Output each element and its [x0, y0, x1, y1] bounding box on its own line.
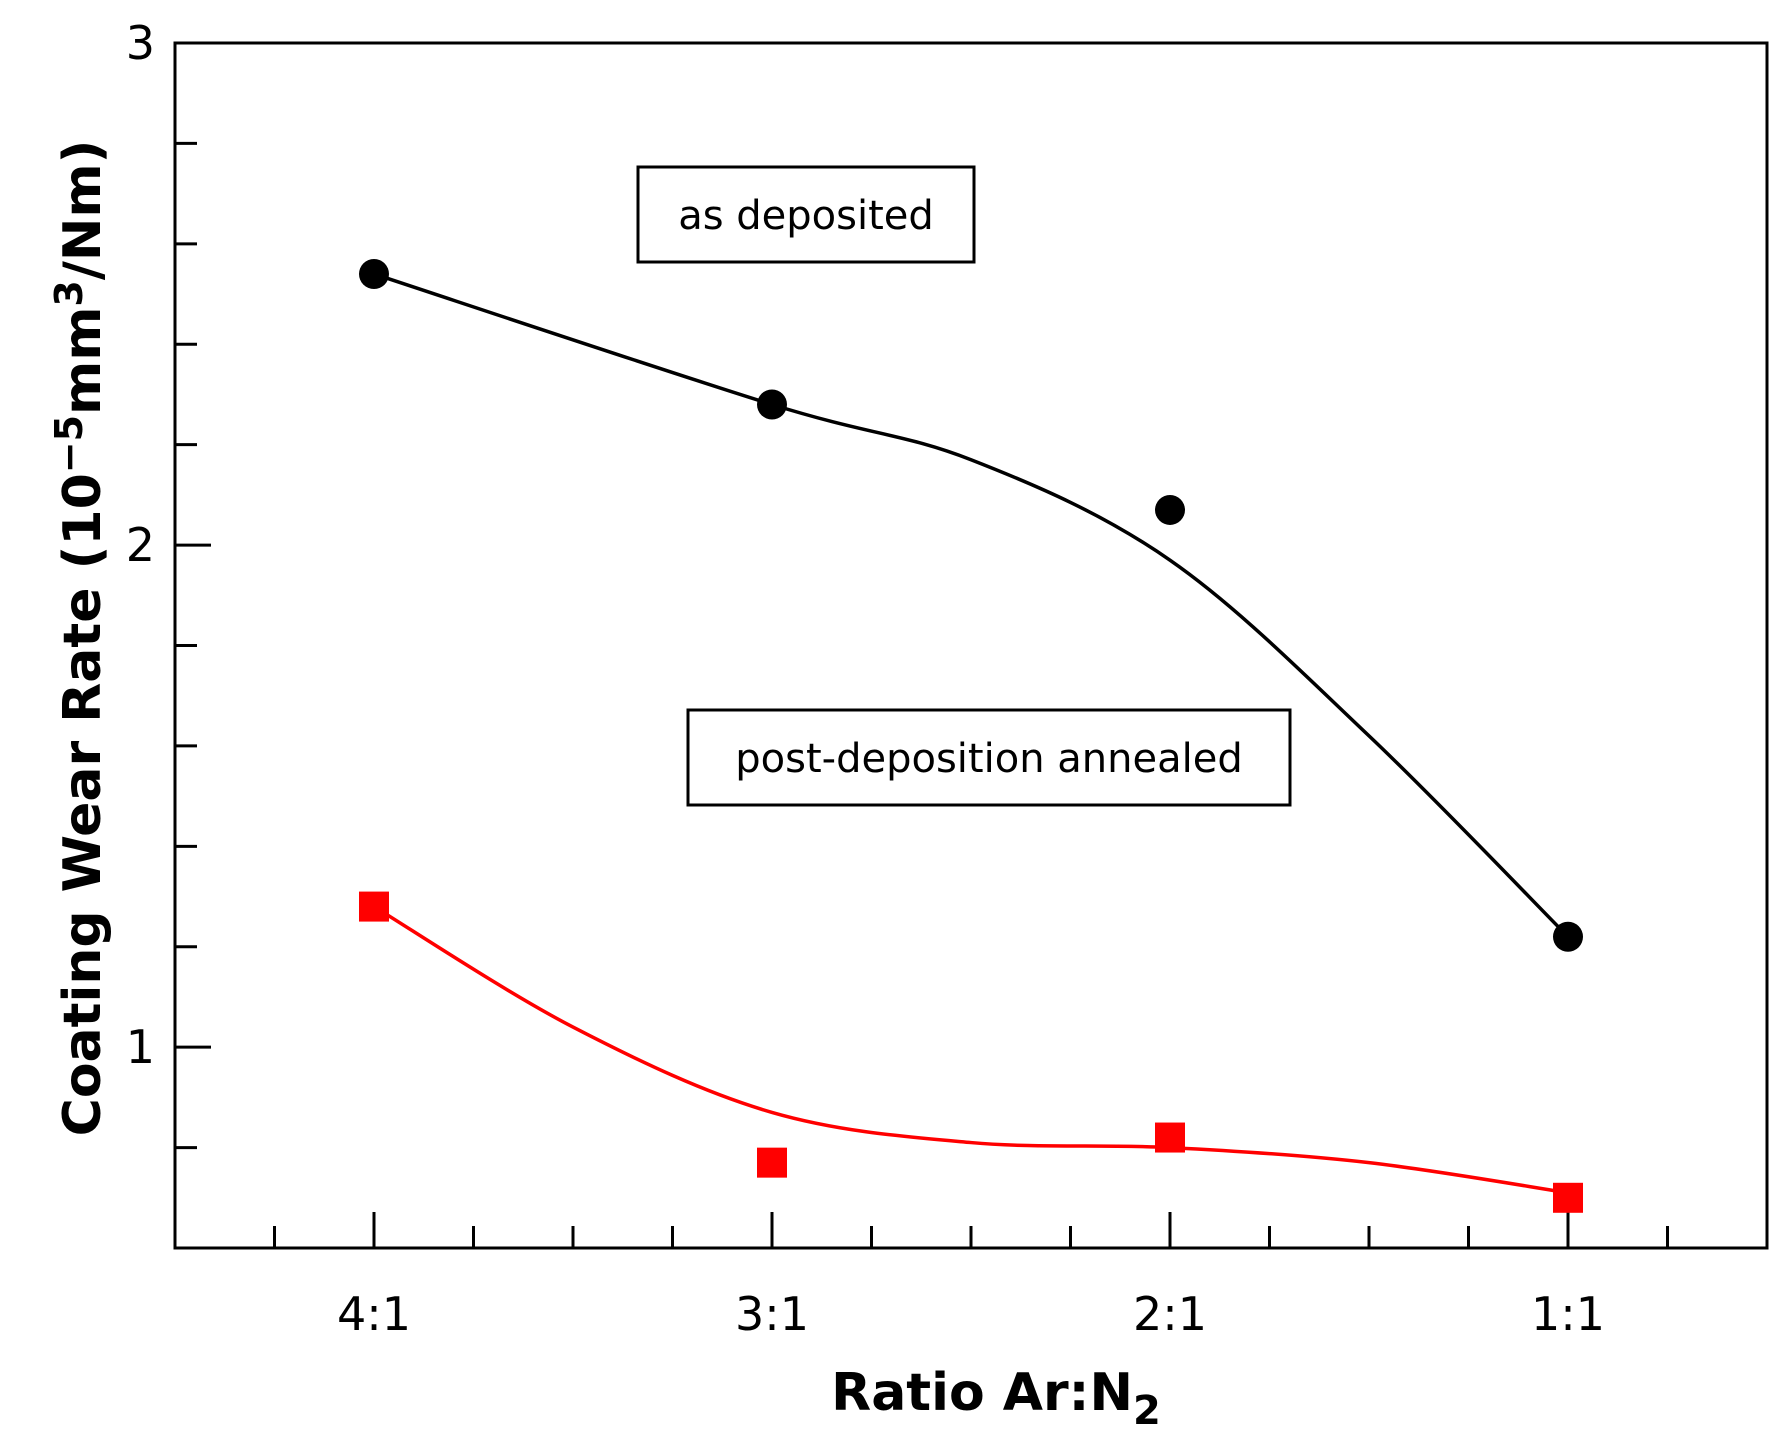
data-point-series-2: [1155, 1122, 1185, 1153]
data-point-series-2: [359, 891, 389, 922]
fit-curve-series-1: [373, 272, 1570, 938]
x-axis-title: Ratio Ar:N2: [831, 1363, 1161, 1434]
data-point-series-1: [359, 258, 389, 289]
y-minor-ticks: [175, 141, 197, 1150]
annotation-box-annealed: [686, 708, 1292, 807]
x-tick-label: 4:1: [337, 1287, 411, 1341]
y-axis-title: Coating Wear Rate (10−5mm3/Nm): [47, 140, 113, 1137]
fit-curves: [373, 272, 1570, 1195]
annotation-as-deposited: as deposited: [636, 165, 976, 264]
markers: [359, 258, 1583, 1213]
data-point-series-1: [757, 389, 787, 420]
x-axis-title-sub: 2: [1133, 1388, 1161, 1434]
y-tick-labels: 1 2 3: [126, 16, 155, 1074]
annotation-post-deposition-annealed: post-deposition annealed: [686, 708, 1292, 807]
y-major-ticks: [175, 41, 211, 1049]
y-axis-title-part-3: /Nm): [53, 140, 113, 280]
data-point-series-1: [1155, 494, 1185, 525]
fit-curve-series-2: [373, 905, 1569, 1195]
annotation-label-as-deposited: as deposited: [678, 193, 934, 239]
y-tick-label: 1: [126, 1020, 155, 1074]
annotation-label-annealed: post-deposition annealed: [735, 736, 1242, 782]
x-major-ticks: [372, 1212, 1570, 1248]
y-axis-title-exp-2: 3: [47, 280, 91, 306]
x-tick-label: 1:1: [1531, 1287, 1605, 1341]
annotation-box-as-deposited: [636, 165, 976, 264]
x-minor-ticks: [273, 1226, 1669, 1248]
x-tick-label: 2:1: [1133, 1287, 1207, 1341]
x-tick-label: 3:1: [735, 1287, 809, 1341]
y-axis-title-part-1: Coating Wear Rate (10: [53, 473, 113, 1136]
y-axis-title-part-2: mm: [53, 307, 113, 415]
x-tick-labels: 4:1 3:1 2:1 1:1: [337, 1287, 1605, 1341]
data-point-series-2: [1553, 1182, 1583, 1213]
y-tick-label: 3: [126, 16, 155, 70]
y-tick-label: 2: [126, 518, 155, 572]
data-point-series-2: [757, 1147, 787, 1178]
data-point-series-1: [1553, 921, 1583, 952]
plot-frame: [173, 41, 1769, 1250]
x-axis-title-main: Ratio Ar:N: [831, 1363, 1133, 1423]
y-axis-title-exp-1: −5: [47, 415, 91, 473]
